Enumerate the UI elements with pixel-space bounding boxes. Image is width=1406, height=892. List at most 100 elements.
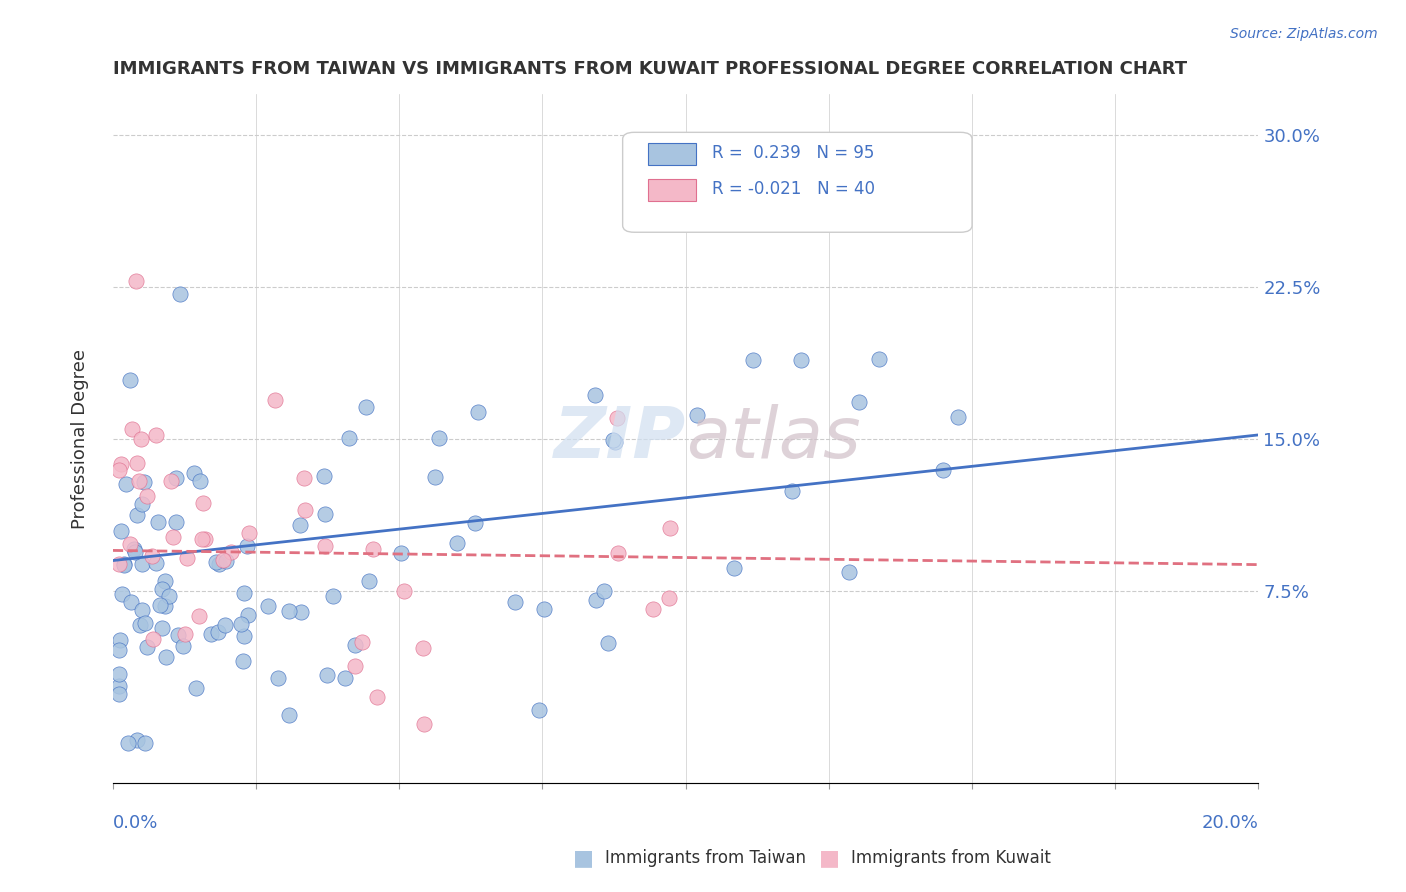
Point <box>153 574 176 588</box>
Point <box>503 594 526 608</box>
Point <box>120 373 142 387</box>
Point <box>165 516 187 530</box>
Point <box>148 515 170 529</box>
Point <box>233 629 256 643</box>
Text: ■: ■ <box>574 848 593 868</box>
Point <box>107 667 129 681</box>
Point <box>607 546 630 560</box>
Point <box>848 395 870 409</box>
Point <box>107 679 129 693</box>
Point <box>110 457 132 471</box>
Point <box>392 584 415 599</box>
Point <box>124 544 146 558</box>
Point <box>425 470 447 484</box>
Point <box>134 616 156 631</box>
Point <box>142 632 165 646</box>
Point <box>322 589 344 603</box>
Point <box>174 627 197 641</box>
Point <box>141 549 163 563</box>
Point <box>868 351 890 366</box>
Point <box>191 496 214 510</box>
Point <box>290 605 312 619</box>
Point <box>135 489 157 503</box>
Point <box>232 586 254 600</box>
Point <box>165 470 187 484</box>
Point <box>207 624 229 639</box>
Point <box>659 521 682 535</box>
Point <box>593 584 616 599</box>
Point <box>314 468 336 483</box>
Point <box>153 599 176 613</box>
Point <box>446 535 468 549</box>
Point <box>838 565 860 579</box>
Text: atlas: atlas <box>686 404 860 474</box>
Point <box>741 353 763 368</box>
Point <box>288 518 311 533</box>
Point <box>292 471 315 485</box>
Point <box>121 422 143 436</box>
Point <box>118 537 141 551</box>
Point <box>149 598 172 612</box>
Point <box>219 545 242 559</box>
Point <box>111 587 134 601</box>
Point <box>238 608 260 623</box>
Point <box>723 561 745 575</box>
Text: R =  0.239   N = 95: R = 0.239 N = 95 <box>711 144 875 162</box>
Point <box>596 635 619 649</box>
Point <box>188 474 211 488</box>
Point <box>184 681 207 696</box>
Point <box>155 649 177 664</box>
Point <box>160 474 183 488</box>
Point <box>167 628 190 642</box>
Point <box>145 427 167 442</box>
Text: Immigrants from Taiwan: Immigrants from Taiwan <box>605 849 806 867</box>
Point <box>231 617 253 632</box>
Point <box>236 539 259 553</box>
Point <box>107 642 129 657</box>
Point <box>110 524 132 538</box>
Point <box>117 736 139 750</box>
Text: ZIP: ZIP <box>554 404 686 474</box>
Point <box>200 627 222 641</box>
Point <box>412 640 434 655</box>
Text: Source: ZipAtlas.com: Source: ZipAtlas.com <box>1230 27 1378 41</box>
Y-axis label: Professional Degree: Professional Degree <box>72 349 89 529</box>
Point <box>949 158 972 172</box>
Text: ■: ■ <box>820 848 839 868</box>
Point <box>357 574 380 588</box>
Point <box>267 672 290 686</box>
Text: IMMIGRANTS FROM TAIWAN VS IMMIGRANTS FROM KUWAIT PROFESSIONAL DEGREE CORRELATION: IMMIGRANTS FROM TAIWAN VS IMMIGRANTS FRO… <box>112 60 1187 78</box>
Point <box>352 635 374 649</box>
Point <box>115 477 138 491</box>
Point <box>277 604 299 618</box>
Point <box>107 463 129 477</box>
Point <box>467 405 489 419</box>
Point <box>686 409 709 423</box>
Point <box>129 432 152 446</box>
Point <box>212 553 235 567</box>
Point <box>464 516 486 531</box>
Point <box>583 388 606 402</box>
Point <box>124 542 146 557</box>
Point <box>134 736 156 750</box>
Point <box>294 503 316 517</box>
Point <box>205 555 228 569</box>
Point <box>333 671 356 685</box>
Point <box>585 593 607 607</box>
Bar <box>648 179 696 202</box>
Point <box>232 654 254 668</box>
Point <box>183 467 205 481</box>
Text: Immigrants from Kuwait: Immigrants from Kuwait <box>851 849 1050 867</box>
Point <box>172 639 194 653</box>
Point <box>145 556 167 570</box>
Point <box>790 352 813 367</box>
Point <box>107 557 129 571</box>
Point <box>112 557 135 571</box>
Bar <box>648 144 696 165</box>
Point <box>128 618 150 632</box>
Point <box>215 553 238 567</box>
Point <box>169 286 191 301</box>
Point <box>157 590 180 604</box>
Point <box>344 658 367 673</box>
Text: R = -0.021   N = 40: R = -0.021 N = 40 <box>711 180 875 198</box>
